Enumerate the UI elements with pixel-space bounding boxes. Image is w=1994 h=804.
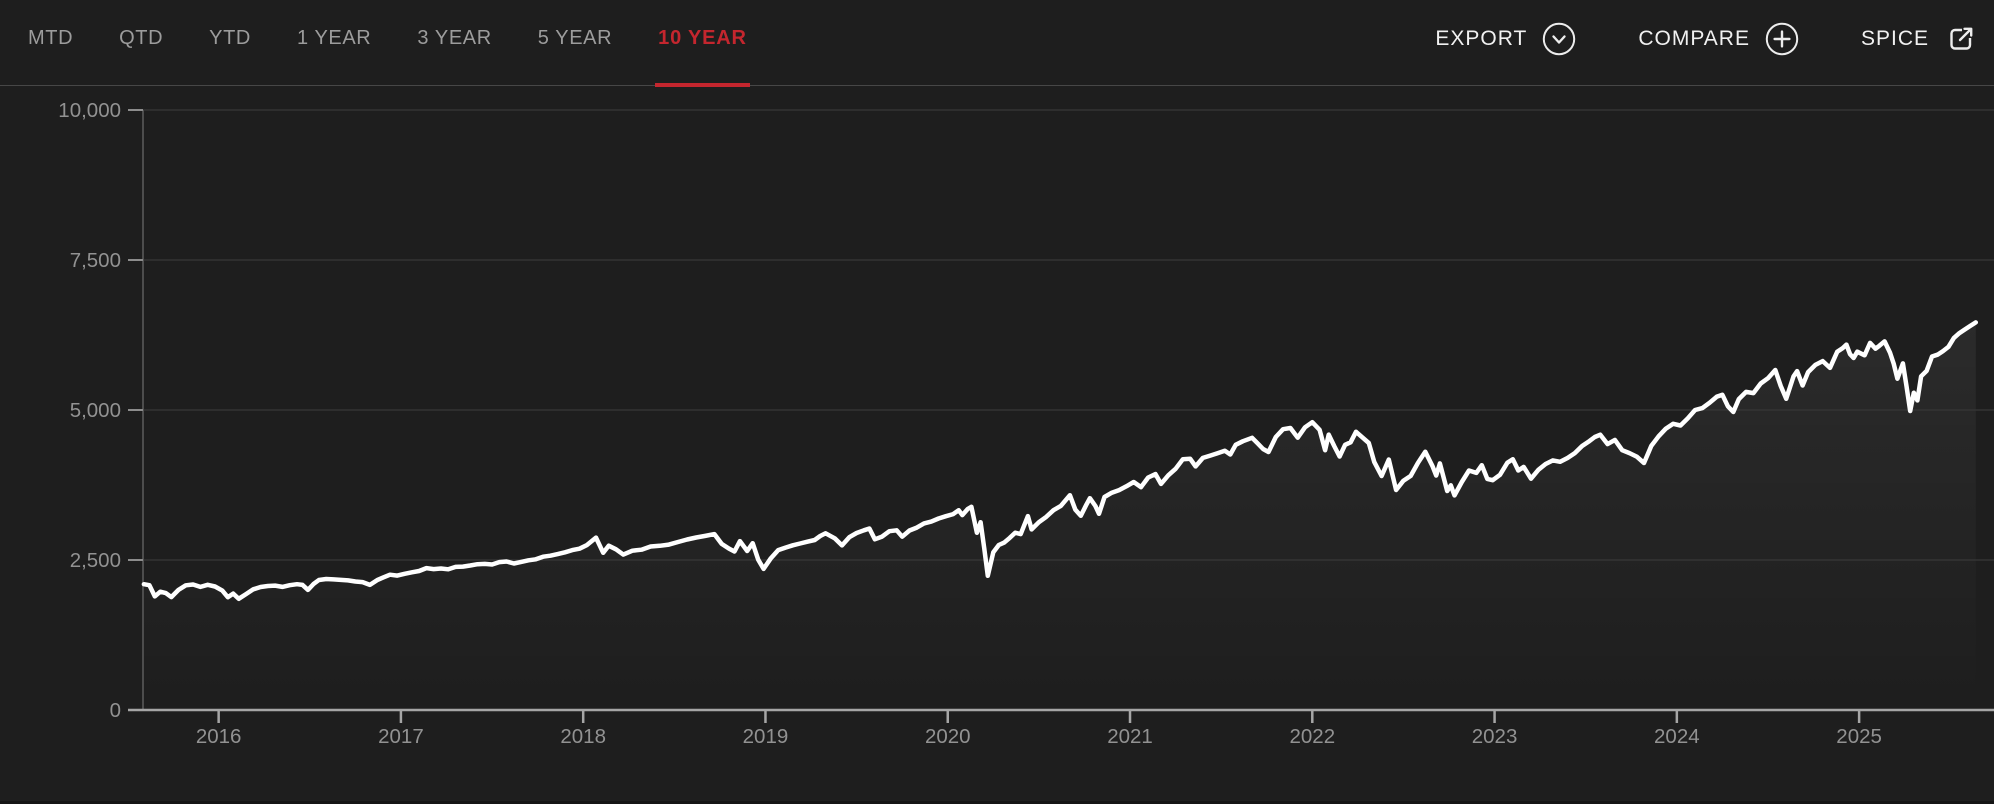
x-tick-label: 2020 (925, 725, 971, 748)
spice-label: SPICE (1860, 26, 1929, 50)
x-tick-label: 2022 (1289, 725, 1335, 748)
external-link-icon (1944, 22, 1978, 56)
x-tick-label: 2019 (743, 725, 789, 748)
y-tick-label: 5,000 (70, 399, 121, 422)
chevron-down-circle-icon (1542, 22, 1576, 56)
y-tick-label: 7,500 (70, 249, 121, 272)
compare-label: COMPARE (1638, 26, 1750, 50)
tab-mtd[interactable]: MTD (28, 0, 73, 86)
y-tick-label: 10,000 (58, 99, 121, 122)
x-tick-label: 2017 (378, 725, 424, 748)
plus-circle-icon (1765, 22, 1799, 56)
x-tick-label: 2018 (560, 725, 606, 748)
x-tick-label: 2025 (1836, 725, 1882, 748)
tab-ytd[interactable]: YTD (209, 0, 251, 86)
y-tick-label: 0 (110, 699, 121, 722)
export-button[interactable]: EXPORT (1429, 21, 1582, 57)
series-line (141, 320, 1979, 602)
series-area-fill (143, 322, 1976, 710)
range-tabs: MTD QTD YTD 1 YEAR 3 YEAR 5 YEAR 10 YEAR (28, 0, 750, 87)
tab-10-year[interactable]: 10 YEAR (655, 0, 750, 87)
compare-button[interactable]: COMPARE (1632, 21, 1805, 57)
export-label: EXPORT (1435, 26, 1528, 50)
tab-qtd[interactable]: QTD (119, 0, 163, 86)
x-tick-label: 2021 (1107, 725, 1153, 748)
tab-3-year[interactable]: 3 YEAR (417, 0, 491, 86)
spice-button[interactable]: SPICE (1855, 21, 1984, 57)
x-tick-label: 2016 (196, 725, 242, 748)
tab-5-year[interactable]: 5 YEAR (538, 0, 612, 86)
tab-1-year[interactable]: 1 YEAR (297, 0, 371, 86)
x-tick-label: 2023 (1472, 725, 1518, 748)
toolbar-actions: EXPORT COMPARE SPICE (1429, 0, 1984, 85)
y-tick-label: 2,500 (70, 549, 121, 572)
chart-toolbar: MTD QTD YTD 1 YEAR 3 YEAR 5 YEAR 10 YEAR… (0, 0, 1994, 87)
x-tick-label: 2024 (1654, 725, 1700, 748)
window-bottom-edge (0, 801, 1994, 804)
